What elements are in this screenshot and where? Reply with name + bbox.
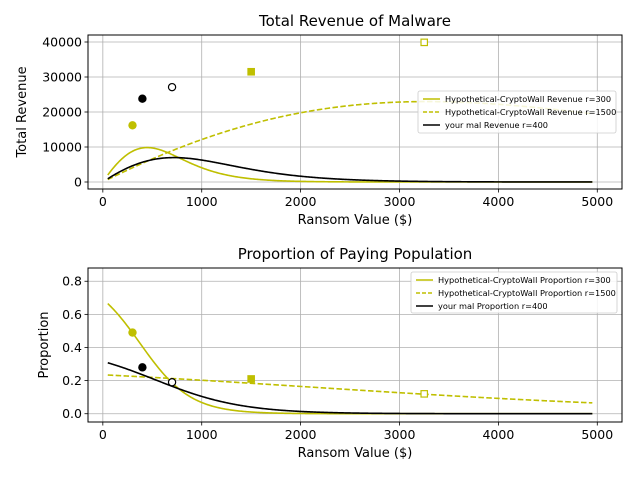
highlight-point <box>167 82 177 92</box>
y-tick-label: 10000 <box>42 140 82 155</box>
y-axis-label: Proportion <box>37 311 52 378</box>
series-line-2 <box>107 100 593 181</box>
x-tick-label: 5000 <box>581 194 613 209</box>
x-tick-label: 0 <box>99 194 107 209</box>
highlight-point <box>128 121 137 130</box>
chart-title: Proportion of Paying Population <box>238 245 473 263</box>
y-tick-label: 30000 <box>42 70 82 85</box>
y-tick-label: 0.6 <box>62 307 82 322</box>
chart-title: Total Revenue of Malware <box>258 12 451 30</box>
y-tick-label: 0 <box>74 175 82 190</box>
y-tick-label: 20000 <box>42 105 82 120</box>
highlight-point <box>167 378 177 387</box>
x-tick-label: 0 <box>99 427 107 442</box>
legend: Hypothetical-CryptoWall Proportion r=300… <box>410 271 618 314</box>
series-line-3 <box>107 156 593 183</box>
chart-panel-2: 0 1000 2000 3000 4000 5000 0.0 0.2 0.4 0.6 0.8 Prop… <box>37 245 623 461</box>
x-tick-label: 3000 <box>384 427 416 442</box>
highlight-point <box>247 67 255 76</box>
highlight-point <box>128 328 137 337</box>
x-tick-label: 4000 <box>482 194 514 209</box>
x-tick-label: 3000 <box>384 194 416 209</box>
highlight-point <box>138 363 147 372</box>
axes-frame <box>87 267 623 423</box>
x-axis-label: Ransom Value ($) <box>298 446 413 461</box>
highlight-point <box>420 38 429 47</box>
y-tick-label: 0.8 <box>62 274 82 289</box>
legend-label: Hypothetical-CryptoWall Revenue r=1500 <box>445 107 616 117</box>
legend-box <box>410 271 618 314</box>
series-line-3 <box>107 362 593 415</box>
highlight-point <box>247 375 255 383</box>
legend-label: Hypothetical-CryptoWall Proportion r=150… <box>438 288 616 298</box>
y-tick-label: 40000 <box>42 35 82 50</box>
x-tick-label: 1000 <box>186 194 218 209</box>
y-tick-label: 0.2 <box>62 373 82 388</box>
series-line-2 <box>107 374 593 404</box>
y-tick-label: 0.4 <box>62 340 82 355</box>
chart-panel-1: 0 1000 2000 3000 4000 5000 0 10000 20000 30000 400… <box>15 12 623 228</box>
highlight-point <box>420 390 429 398</box>
x-tick-label: 5000 <box>581 427 613 442</box>
highlight-point <box>138 94 147 103</box>
x-axis-label: Ransom Value ($) <box>298 213 413 228</box>
legend-box <box>417 90 617 134</box>
x-tick-label: 4000 <box>482 427 514 442</box>
legend-label: Hypothetical-CryptoWall Proportion r=300 <box>438 275 611 285</box>
y-axis-label: Total Revenue <box>15 66 30 158</box>
x-tick-label: 2000 <box>285 427 317 442</box>
y-tick-label: 0.0 <box>62 406 82 421</box>
legend-label: Hypothetical-CryptoWall Revenue r=300 <box>445 94 611 104</box>
x-tick-label: 2000 <box>285 194 317 209</box>
legend-label: your mal Revenue r=400 <box>445 120 548 130</box>
legend-label: your mal Proportion r=400 <box>438 301 548 311</box>
x-tick-label: 1000 <box>186 427 218 442</box>
legend: Hypothetical-CryptoWall Revenue r=300 Hyp… <box>417 90 617 134</box>
